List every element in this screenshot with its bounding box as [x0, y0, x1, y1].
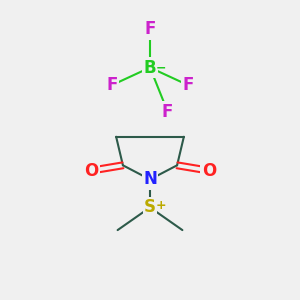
Text: −: −	[156, 61, 166, 75]
Text: O: O	[84, 162, 98, 180]
Text: S: S	[144, 198, 156, 216]
Text: F: F	[106, 76, 117, 94]
Text: +: +	[156, 199, 166, 212]
Text: F: F	[162, 103, 173, 121]
Text: F: F	[144, 20, 156, 38]
Text: N: N	[143, 170, 157, 188]
Text: B: B	[144, 58, 156, 76]
Text: F: F	[183, 76, 194, 94]
Text: O: O	[202, 162, 216, 180]
